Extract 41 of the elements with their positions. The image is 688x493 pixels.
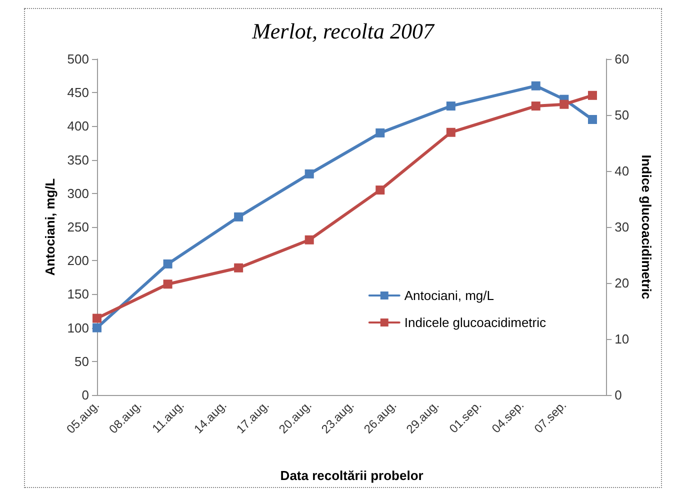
y-axis-title: Antociani, mg/L bbox=[42, 178, 58, 276]
y2-tick-label: 20 bbox=[614, 276, 630, 290]
y-tick-label: 450 bbox=[67, 85, 89, 100]
legend-label: Antociani, mg/L bbox=[404, 288, 494, 303]
y-tick-label: 500 bbox=[67, 52, 89, 66]
y-tick-label: 100 bbox=[67, 320, 89, 336]
point bbox=[92, 314, 102, 323]
point bbox=[304, 235, 314, 244]
y-tick-label: 400 bbox=[67, 118, 89, 134]
point bbox=[376, 128, 385, 138]
point bbox=[92, 323, 102, 332]
point bbox=[560, 100, 569, 109]
y-tick-label: 300 bbox=[67, 186, 89, 201]
y-tick-label: 150 bbox=[67, 286, 89, 302]
point bbox=[304, 169, 314, 178]
point bbox=[446, 128, 456, 137]
point bbox=[163, 259, 172, 268]
y2-tick-label: 30 bbox=[614, 220, 630, 234]
y-tick-label: 0 bbox=[82, 388, 89, 402]
point bbox=[163, 280, 172, 289]
y-tick-label: 350 bbox=[67, 152, 89, 168]
point bbox=[531, 102, 540, 111]
y-tick-label: 200 bbox=[67, 253, 89, 268]
point bbox=[234, 212, 244, 222]
y2-tick-label: 10 bbox=[614, 332, 630, 346]
y2-tick-label: 60 bbox=[614, 52, 630, 66]
point bbox=[588, 90, 597, 100]
point bbox=[588, 114, 597, 124]
y2-tick-label: 0 bbox=[614, 388, 622, 402]
x-axis-title: Data recoltării probelor bbox=[280, 468, 424, 483]
point bbox=[531, 81, 540, 90]
point bbox=[376, 186, 385, 195]
y2-axis-title: Indice glucoacidimetric bbox=[639, 154, 654, 300]
y-tick-label: 50 bbox=[74, 354, 89, 369]
y-tick-label: 250 bbox=[67, 220, 89, 234]
chart-title: Merlot, recolta 2007 bbox=[251, 18, 435, 44]
y2-tick-label: 50 bbox=[614, 108, 630, 122]
point bbox=[234, 263, 244, 272]
y2-tick-label: 40 bbox=[614, 164, 630, 178]
point bbox=[446, 102, 456, 111]
legend-label: Indicele glucoacidimetric bbox=[404, 315, 546, 330]
